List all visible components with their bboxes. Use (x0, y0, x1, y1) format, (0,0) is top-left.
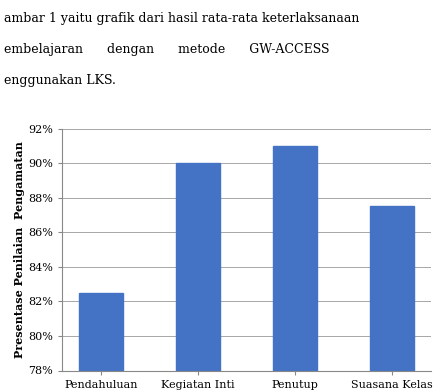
Bar (273, 146, 317, 390)
Bar (79, 293, 123, 390)
Text: embelajaran      dengan      metode      GW-ACCESS: embelajaran dengan metode GW-ACCESS (4, 43, 330, 56)
Text: ambar 1 yaitu grafik dari hasil rata-rata keterlaksanaan: ambar 1 yaitu grafik dari hasil rata-rat… (4, 12, 360, 25)
Text: enggunakan LKS.: enggunakan LKS. (4, 74, 116, 87)
Y-axis label: Presentase Penilaian  Pengamatan: Presentase Penilaian Pengamatan (15, 141, 25, 358)
Bar (176, 163, 220, 390)
Bar (370, 206, 414, 390)
